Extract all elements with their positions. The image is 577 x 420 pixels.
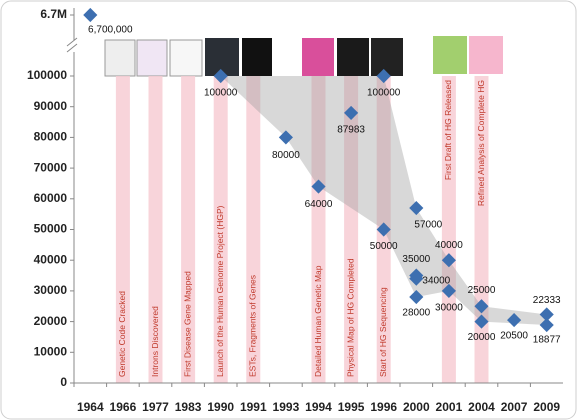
event-bar [213, 76, 228, 383]
point [409, 200, 424, 216]
event-label: Start of HG Sequencing [378, 287, 388, 377]
x-tick-label: 1964 [77, 400, 104, 414]
point [474, 299, 489, 314]
x-tick-label: 1996 [370, 400, 397, 414]
value-label: 57000 [414, 220, 442, 231]
value-label: 87983 [337, 125, 365, 136]
thumbnails [104, 36, 503, 77]
x-tick-label: 1993 [273, 400, 300, 414]
event-label: Refined Analysis of Complete HG [476, 80, 486, 206]
value-label: 35000 [402, 254, 430, 265]
x-tick-label: 1995 [338, 400, 365, 414]
event-bar [181, 76, 196, 383]
trend-band [220, 76, 547, 326]
point [376, 68, 391, 84]
event-bar [441, 76, 456, 383]
event-label: ESTs, Fragments of Genes [248, 275, 258, 377]
x-tick-label: 2001 [436, 400, 463, 414]
y-tick-label: 100000 [27, 68, 67, 82]
value-label: 28000 [402, 308, 430, 319]
point [441, 283, 456, 298]
event-label: First Disease Gene Mapped [182, 271, 192, 377]
x-tick-label: 1966 [110, 400, 137, 414]
event-bar [148, 76, 163, 383]
point [474, 314, 489, 329]
y-tick-label: 6.7M [40, 7, 67, 21]
y-tick-label: 10000 [34, 344, 68, 358]
event-bar [344, 76, 359, 383]
point [344, 105, 359, 120]
y-tick-label: 70000 [34, 160, 68, 174]
x-tick-label: 1990 [207, 400, 234, 414]
event-label: Introns Discovered [150, 306, 160, 377]
value-label: 100000 [204, 88, 238, 99]
event-bar [246, 76, 261, 383]
value-label: 50000 [370, 241, 398, 252]
event-bar [311, 76, 326, 383]
y-tick-label: 60000 [34, 191, 68, 205]
event-label: Launch of the Human Genome Project (HGP) [215, 205, 225, 377]
point [409, 271, 424, 286]
x-tick-label: 2000 [403, 400, 430, 414]
value-label: 6,700,000 [88, 25, 133, 36]
event-label: Genetic Code Cracked [117, 291, 127, 377]
value-label: 40000 [435, 240, 463, 251]
x-tick-label: 1983 [175, 400, 202, 414]
point [376, 222, 391, 237]
y-tick-label: 0 [60, 375, 67, 389]
event-label: Physical Map of HG Completed [345, 258, 355, 377]
x-tick-label: 1994 [305, 400, 332, 414]
value-label: 34000 [422, 275, 450, 286]
value-label: 25000 [468, 285, 496, 296]
value-label: 30000 [435, 303, 463, 314]
point [539, 307, 554, 322]
point [311, 179, 326, 194]
value-label: 18877 [533, 335, 561, 346]
point [409, 289, 424, 305]
value-label: 64000 [305, 199, 333, 210]
y-tick-label: 80000 [34, 130, 68, 144]
event-bar [115, 76, 130, 383]
value-label: 80000 [272, 150, 300, 161]
y-tick-label: 40000 [34, 252, 68, 266]
event-label: First Draft of HG Released [443, 80, 453, 180]
y-tick-label: 90000 [34, 99, 68, 113]
x-tick-label: 1977 [142, 400, 169, 414]
axis-break [66, 37, 78, 53]
value-label: 100000 [367, 88, 401, 99]
point [539, 317, 554, 333]
y-tick-label: 20000 [34, 314, 68, 328]
value-label: 22333 [533, 295, 561, 306]
y-tick-label: 50000 [34, 222, 68, 236]
x-tick-label: 2004 [468, 400, 495, 414]
point [278, 130, 293, 145]
x-tick-label: 2007 [501, 400, 528, 414]
value-label: 20000 [468, 332, 496, 343]
x-tick-label: 1991 [240, 400, 267, 414]
y-tick-label: 30000 [34, 283, 68, 297]
value-label: 20500 [500, 331, 528, 342]
x-tick-label: 2009 [533, 400, 560, 414]
event-label: Detailed Human Genetic Map [313, 265, 323, 377]
